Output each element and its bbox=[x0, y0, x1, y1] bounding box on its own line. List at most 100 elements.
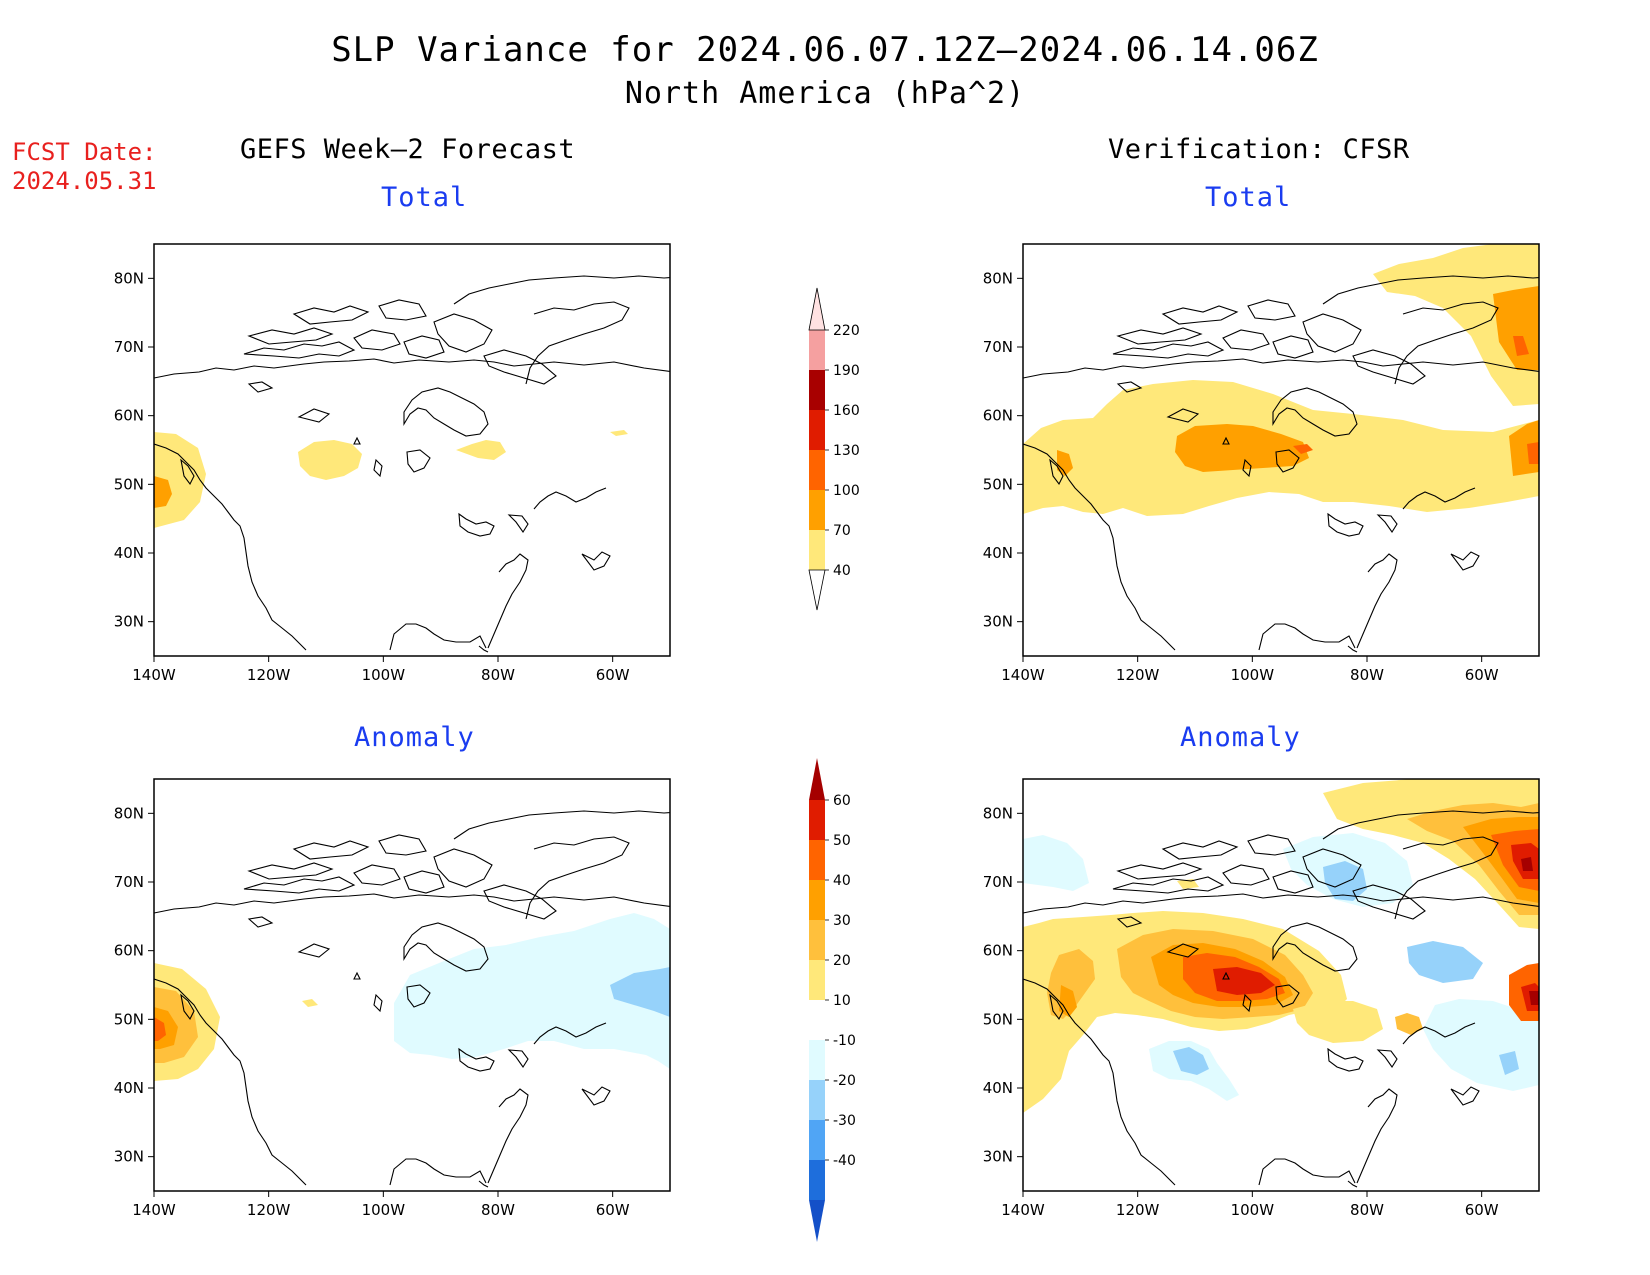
map-panel-forecast-total: 140W 120W 100W 80W 60W 80N 70N 60N 50N 40N 30N bbox=[114, 243, 671, 684]
lat-tick-label: 50N bbox=[983, 1010, 1013, 1028]
shaded-region bbox=[154, 476, 172, 508]
lat-tick-label: 60N bbox=[983, 407, 1013, 425]
shaded-region bbox=[1057, 450, 1073, 476]
shaded-region bbox=[1177, 879, 1199, 889]
column-title-verification: Verification: CFSR bbox=[1108, 134, 1410, 165]
lon-tick-label: 100W bbox=[362, 1201, 406, 1219]
lat-tick-label: 50N bbox=[114, 475, 144, 493]
shaded-region bbox=[1407, 941, 1483, 983]
main-subtitle: North America (hPa^2) bbox=[624, 76, 1026, 111]
colorbar-swatch bbox=[809, 450, 825, 490]
colorbar-swatch bbox=[809, 840, 825, 880]
lat-tick-label: 50N bbox=[114, 1010, 144, 1028]
colorbar-bottom-arrow bbox=[809, 1200, 825, 1242]
map-frame bbox=[153, 243, 671, 657]
colorbar-tick-label: 160 bbox=[833, 403, 860, 419]
map-frame bbox=[1022, 778, 1540, 1192]
lat-tick-label: 60N bbox=[114, 942, 144, 960]
shaded-region bbox=[1213, 967, 1275, 995]
lat-tick-label: 30N bbox=[114, 613, 144, 631]
lat-tick-label: 40N bbox=[983, 544, 1013, 562]
colorbar-bottom-arrow bbox=[808, 569, 826, 611]
lat-tick-label: 80N bbox=[983, 804, 1013, 822]
lon-tick-label: 60W bbox=[596, 1201, 630, 1219]
colorbar-swatch bbox=[809, 960, 825, 1000]
lon-tick-label: 120W bbox=[1116, 1201, 1160, 1219]
lon-tick-label: 100W bbox=[1231, 1201, 1275, 1219]
forecast-date-label: FCST Date: bbox=[12, 138, 157, 166]
colorbar-swatch bbox=[809, 880, 825, 920]
shaded-region bbox=[1493, 286, 1539, 370]
colorbar-tick-label: 10 bbox=[833, 993, 851, 1009]
lon-tick-label: 140W bbox=[1001, 666, 1045, 684]
panel-title-verification-anomaly: Anomaly bbox=[1180, 722, 1301, 753]
lon-tick-label: 140W bbox=[132, 666, 176, 684]
lon-tick-label: 120W bbox=[247, 1201, 291, 1219]
shaded-region bbox=[1527, 442, 1539, 464]
lon-tick-label: 60W bbox=[596, 666, 630, 684]
shaded-region bbox=[1529, 991, 1539, 1005]
forecast-date: FCST Date: 2024.05.31 bbox=[12, 138, 157, 196]
lon-tick-label: 120W bbox=[1116, 666, 1160, 684]
shaded-region bbox=[1513, 336, 1529, 356]
coastline bbox=[154, 275, 670, 653]
shaded-region bbox=[1373, 244, 1539, 406]
shaded-region bbox=[1293, 1001, 1383, 1043]
lat-tick-label: 50N bbox=[983, 475, 1013, 493]
shaded-region bbox=[456, 440, 506, 460]
lat-tick-label: 60N bbox=[114, 407, 144, 425]
shaded-region bbox=[1023, 1039, 1069, 1149]
colorbar-swatch bbox=[809, 1120, 825, 1160]
shaded-region bbox=[298, 440, 362, 480]
lon-tick-label: 100W bbox=[362, 666, 406, 684]
colorbar-swatch bbox=[809, 1040, 825, 1080]
shaded-region bbox=[610, 967, 670, 1017]
shaded-region bbox=[1023, 835, 1089, 891]
lat-tick-label: 30N bbox=[983, 613, 1013, 631]
lon-tick-label: 80W bbox=[1350, 1201, 1384, 1219]
lon-tick-label: 80W bbox=[481, 1201, 515, 1219]
shaded-region bbox=[1059, 985, 1077, 1017]
panel-title-verification-total: Total bbox=[1205, 182, 1292, 213]
map-panel-verification-anomaly: 140W 120W 100W 80W 60W 80N 70N 60N 50N 40N 30N bbox=[983, 778, 1540, 1219]
shaded-region bbox=[1395, 1013, 1423, 1035]
colorbar-swatch bbox=[809, 530, 825, 570]
lon-tick-label: 120W bbox=[247, 666, 291, 684]
lat-tick-label: 70N bbox=[983, 338, 1013, 356]
lon-tick-label: 60W bbox=[1465, 1201, 1499, 1219]
colorbar-tick-label: 30 bbox=[833, 913, 851, 929]
colorbar-tick-label: -10 bbox=[833, 1033, 856, 1049]
lat-tick-label: 80N bbox=[114, 804, 144, 822]
shading-layer bbox=[154, 275, 670, 653]
shaded-region bbox=[1175, 424, 1309, 472]
colorbar-swatch bbox=[809, 410, 825, 450]
lat-tick-label: 40N bbox=[114, 544, 144, 562]
map-panel-verification-total: 140W 120W 100W 80W 60W 80N 70N 60N 50N 40N 30N bbox=[983, 243, 1540, 684]
colorbar-tick-label: 40 bbox=[833, 873, 851, 889]
lat-tick-label: 70N bbox=[114, 873, 144, 891]
colorbar-swatch bbox=[809, 490, 825, 530]
shaded-region bbox=[1499, 1051, 1519, 1075]
shaded-region bbox=[1173, 1047, 1209, 1075]
map-frame bbox=[153, 778, 671, 1192]
shaded-region bbox=[1323, 861, 1367, 901]
panel-title-forecast-anomaly: Anomaly bbox=[354, 722, 475, 753]
colorbar-tick-label: 220 bbox=[833, 323, 860, 339]
colorbar-swatch bbox=[809, 1000, 825, 1040]
panel-title-forecast-total: Total bbox=[381, 182, 468, 213]
colorbar-tick-label: 190 bbox=[833, 363, 860, 379]
lon-tick-label: 60W bbox=[1465, 666, 1499, 684]
shading-layer bbox=[1023, 779, 1539, 1188]
colorbar-tick-label: 40 bbox=[833, 563, 851, 579]
colorbar-swatch bbox=[809, 1080, 825, 1120]
colorbar-top-arrow bbox=[809, 758, 825, 800]
forecast-date-value: 2024.05.31 bbox=[12, 167, 157, 195]
colorbar-tick-label: 130 bbox=[833, 443, 860, 459]
shaded-region bbox=[1521, 857, 1533, 871]
lat-tick-label: 40N bbox=[114, 1079, 144, 1097]
shaded-region bbox=[302, 999, 318, 1007]
column-title-forecast: GEFS Week–2 Forecast bbox=[240, 134, 576, 165]
colorbar-tick-label: 100 bbox=[833, 483, 860, 499]
colorbar-tick-label: -30 bbox=[833, 1113, 856, 1129]
